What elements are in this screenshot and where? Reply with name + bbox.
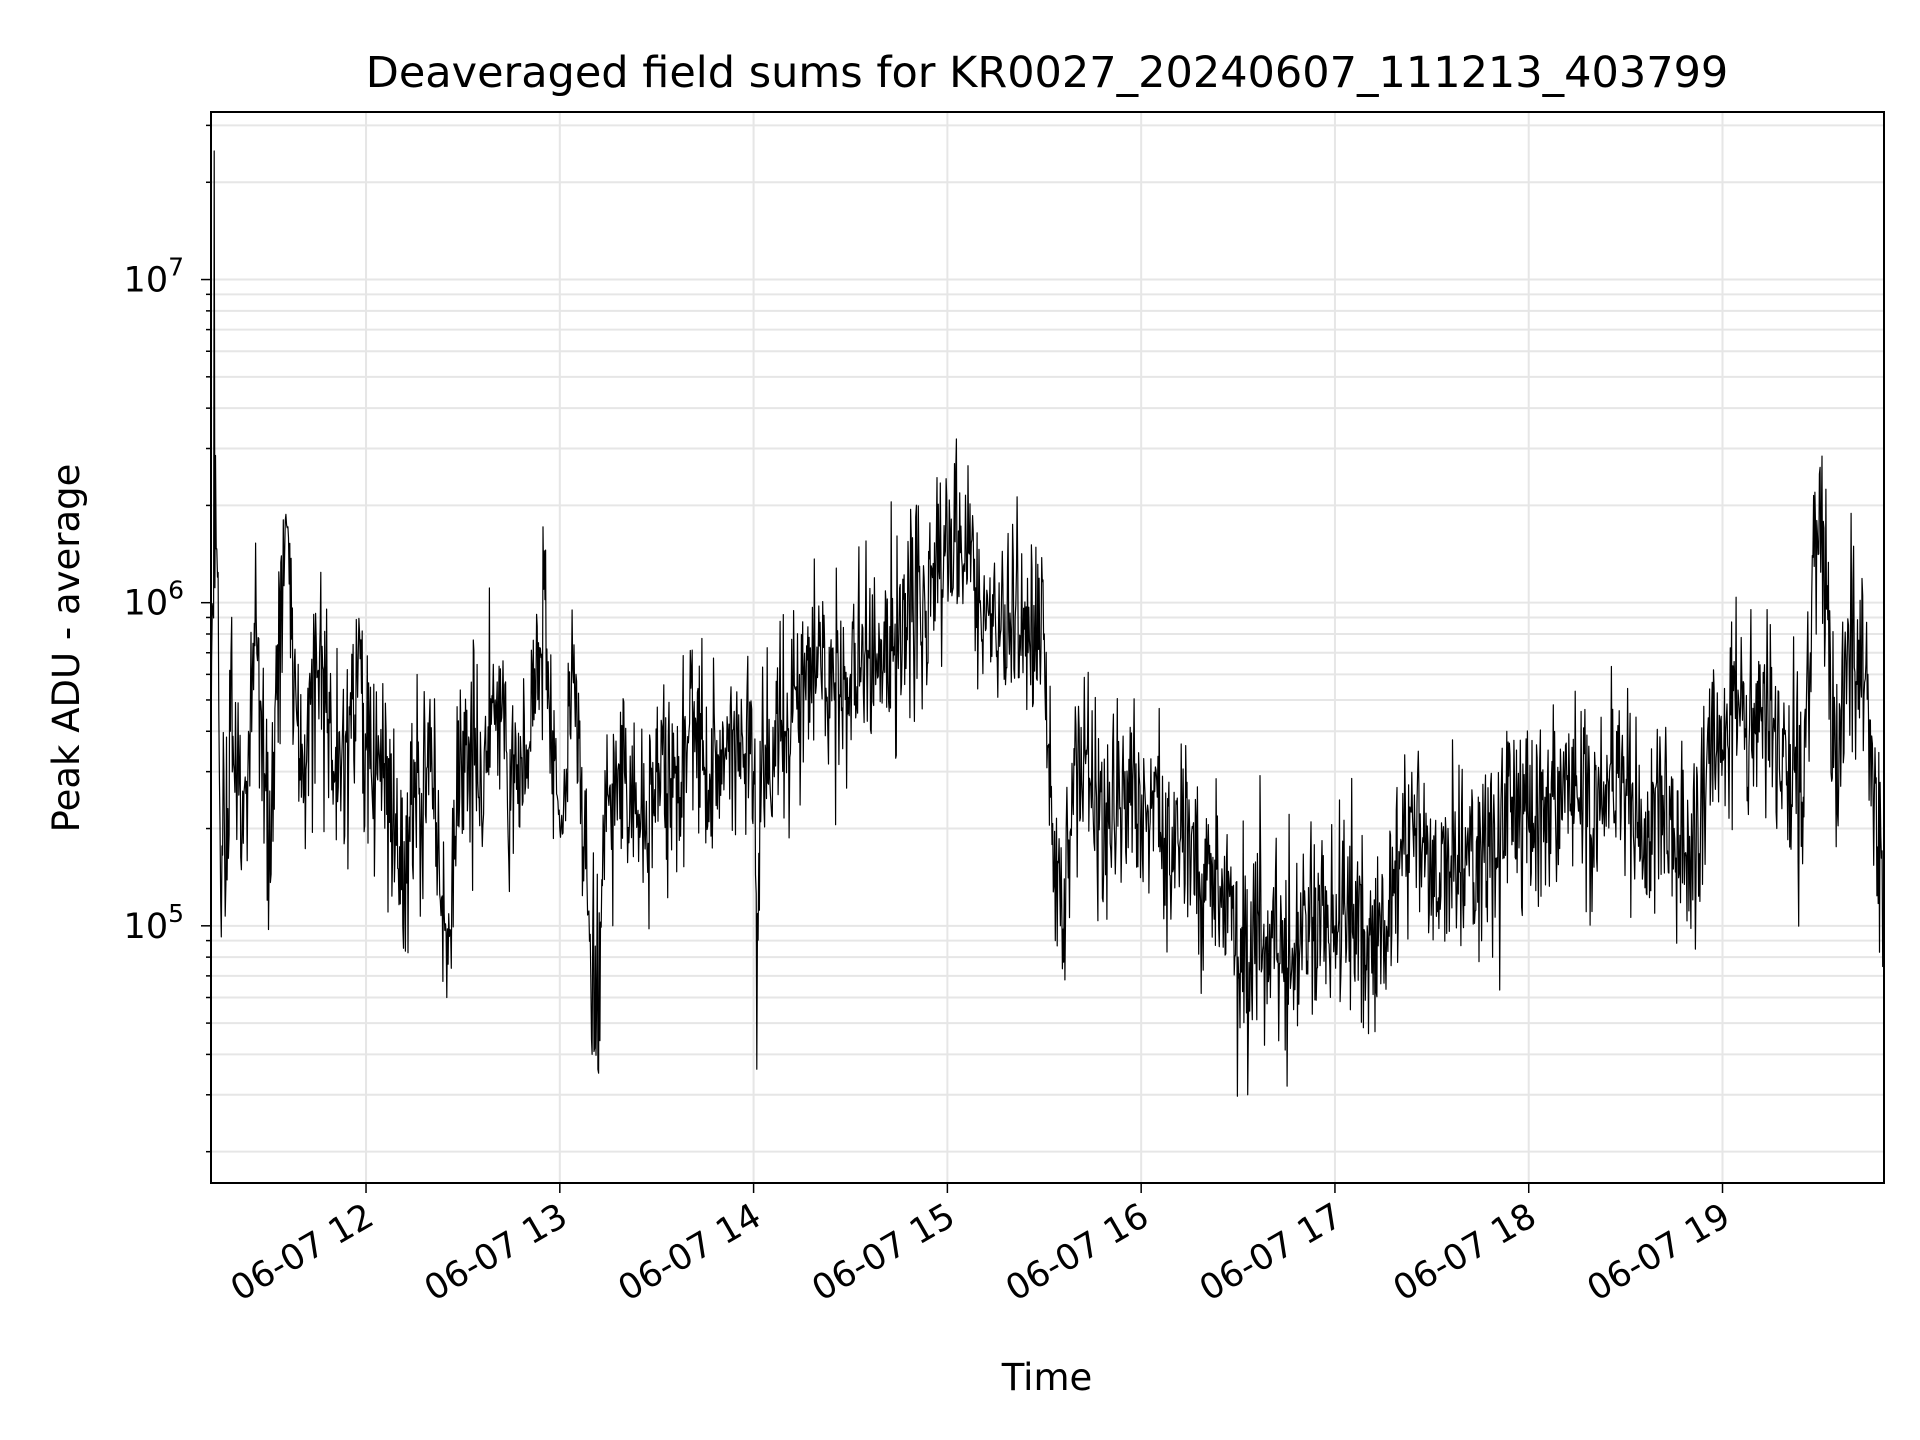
plot-frame [210,111,1885,1184]
y-tick-label: 107 [124,253,184,301]
chart-title: Deaveraged field sums for KR0027_2024060… [366,48,1729,98]
series-line [210,150,1885,1097]
y-tick-label: 106 [124,576,184,624]
x-axis-label: Time [1001,1356,1093,1399]
y-tick-label: 105 [124,899,184,947]
y-axis-label: Peak ADU - average [45,464,88,833]
y-ticks: 105 106 107 [124,124,211,1153]
series-group [210,150,1885,1097]
